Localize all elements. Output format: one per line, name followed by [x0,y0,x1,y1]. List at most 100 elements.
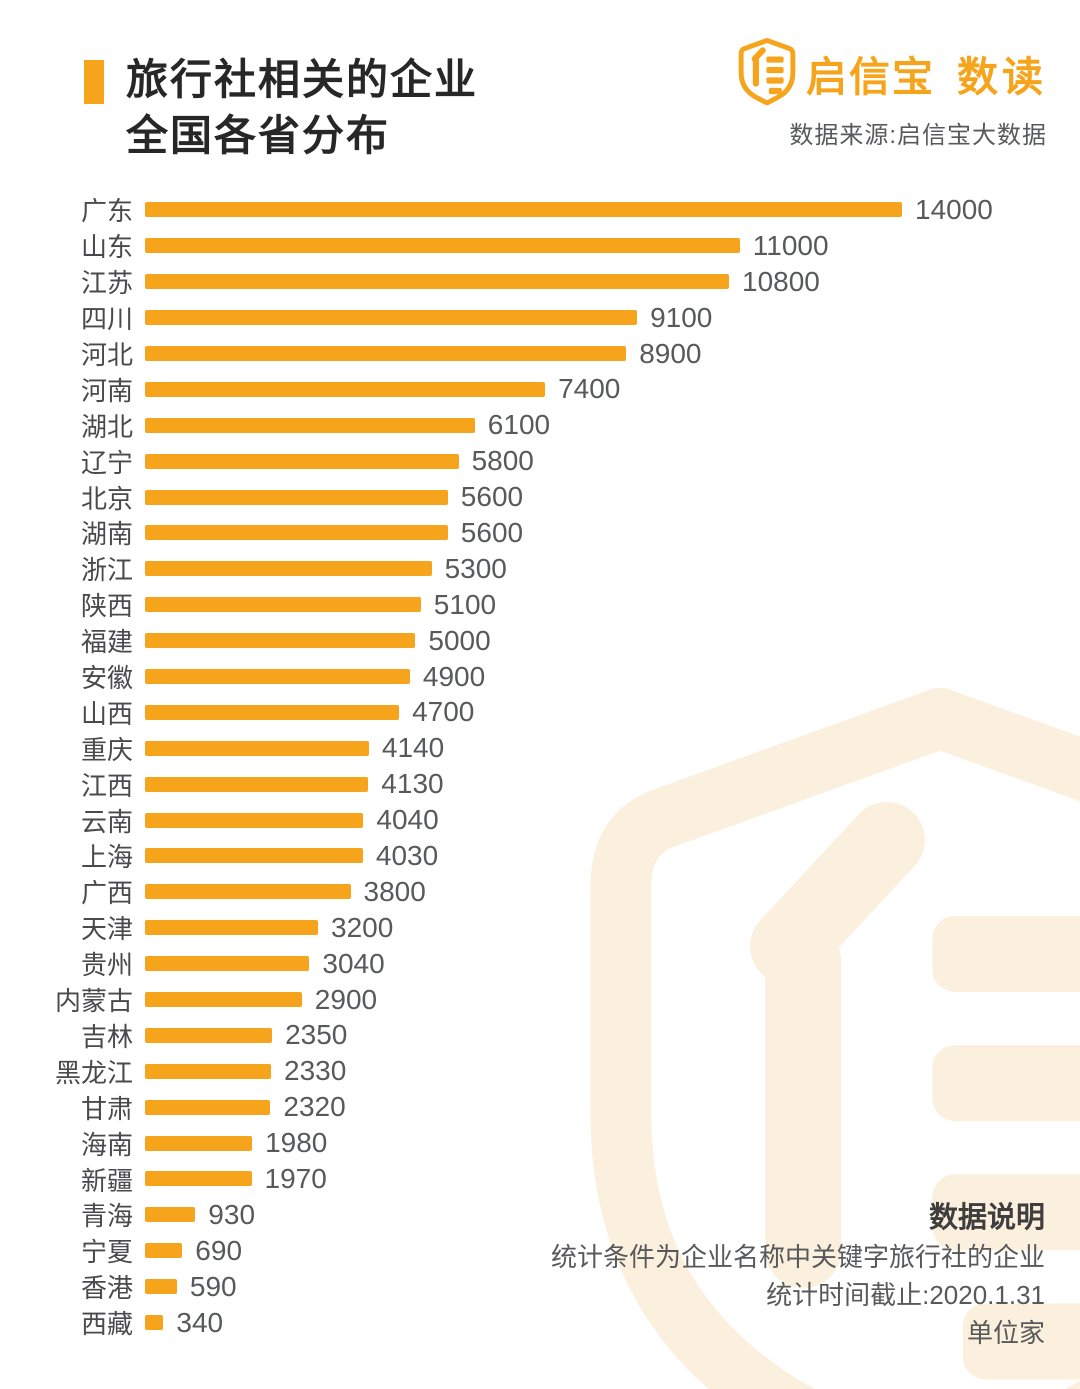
chart-row: 内蒙古2900 [0,982,1080,1018]
province-label: 新疆 [0,1161,133,1198]
province-label: 海南 [0,1125,133,1162]
province-label: 吉林 [0,1017,133,1054]
chart-row: 湖南5600 [0,515,1080,551]
data-source-caption: 数据来源:启信宝大数据 [789,115,1047,150]
province-label: 青海 [0,1196,133,1233]
value-label: 10800 [742,266,820,298]
value-label: 340 [176,1307,223,1339]
province-label: 甘肃 [0,1089,133,1126]
value-bar [145,777,368,792]
province-label: 重庆 [0,730,133,767]
chart-row: 天津3200 [0,910,1080,946]
province-label: 黑龙江 [0,1053,133,1090]
notes-line-condition: 统计条件为企业名称中关键字旅行社的企业 [551,1238,1045,1276]
value-bar [145,525,448,540]
chart-row: 海南 1980 [0,1125,1080,1161]
value-bar [145,1243,182,1258]
value-label: 930 [208,1199,255,1231]
value-label: 1980 [265,1127,327,1159]
chart-row: 黑龙江 2330 [0,1053,1080,1089]
value-label: 590 [190,1271,237,1303]
page-title-line1: 旅行社相关的企业 [126,56,478,103]
chart-row: 云南4040 [0,802,1080,838]
qixinbao-logo-icon [736,38,798,107]
value-label: 5100 [434,589,496,621]
province-label: 北京 [0,479,133,516]
chart-row: 河南7400 [0,371,1080,407]
chart-row: 新疆 1970 [0,1161,1080,1197]
province-label: 广西 [0,873,133,910]
chart-row: 北京 5600 [0,479,1080,515]
value-label: 4130 [381,768,443,800]
chart-row: 吉林 2350 [0,1017,1080,1053]
value-label: 4040 [376,804,438,836]
value-bar [145,1100,270,1115]
value-bar [145,884,351,899]
notes-title: 数据说明 [551,1198,1045,1238]
value-label: 3040 [322,948,384,980]
province-label: 广东 [0,191,133,228]
value-label: 5600 [461,517,523,549]
value-bar [145,992,302,1007]
province-label: 四川 [0,299,133,336]
value-label: 1970 [265,1163,327,1195]
brand-name: 启信宝 [806,43,935,103]
chart-row: 上海4030 [0,838,1080,874]
value-label: 4030 [376,840,438,872]
value-label: 8900 [639,338,701,370]
chart-row: 福建5000 [0,623,1080,659]
page-title: 旅行社相关的企业 全国各省分布 [126,52,478,164]
province-label: 福建 [0,622,133,659]
chart-row: 甘肃 2320 [0,1089,1080,1125]
province-label: 山东 [0,227,133,264]
value-bar [145,1171,252,1186]
value-bar [145,633,415,648]
infographic-page: 旅行社相关的企业 全国各省分布 启信宝 数读 数据来源:启信宝大数据 广东 140… [0,0,1080,1389]
province-label: 香港 [0,1268,133,1305]
province-label: 内蒙古 [0,981,133,1018]
value-bar [145,274,729,289]
value-label: 690 [195,1235,242,1267]
province-label: 西藏 [0,1304,133,1341]
value-bar [145,1136,252,1151]
value-bar [145,1207,195,1222]
value-label: 6100 [488,409,550,441]
chart-row: 安徽4900 [0,659,1080,695]
chart-row: 山东 11000 [0,228,1080,264]
value-bar [145,346,626,361]
value-bar [145,848,363,863]
value-label: 2350 [285,1019,347,1051]
chart-row: 浙江5300 [0,551,1080,587]
value-bar [145,1064,271,1079]
province-label: 辽宁 [0,443,133,480]
value-bar [145,669,410,684]
value-bar [145,490,448,505]
chart-row: 重庆 4140 [0,730,1080,766]
value-label: 4140 [382,732,444,764]
title-accent-bar-icon [84,60,104,104]
province-label: 河北 [0,335,133,372]
province-label: 宁夏 [0,1232,133,1269]
value-label: 11000 [753,230,829,262]
value-label: 5600 [461,481,523,513]
value-label: 2320 [283,1091,345,1123]
value-bar [145,202,902,217]
value-bar [145,382,545,397]
chart-row: 广西3800 [0,874,1080,910]
province-label: 陕西 [0,586,133,623]
chart-row: 山西4700 [0,694,1080,730]
value-bar [145,813,363,828]
value-label: 3200 [331,912,393,944]
value-label: 2330 [284,1055,346,1087]
province-label: 浙江 [0,550,133,587]
province-label: 贵州 [0,945,133,982]
value-bar [145,454,459,469]
chart-row: 河北 8900 [0,336,1080,372]
province-label: 河南 [0,371,133,408]
notes-line-cutoff: 统计时间截止:2020.1.31 [551,1276,1045,1314]
brand-section-name: 数读 [957,43,1047,103]
value-bar [145,705,399,720]
value-label: 14000 [915,194,993,226]
notes-block: 数据说明 统计条件为企业名称中关键字旅行社的企业 统计时间截止:2020.1.3… [551,1198,1045,1352]
bar-chart: 广东14000山东11000江苏10800四川9100河北8900河南7400湖… [0,192,1080,1341]
